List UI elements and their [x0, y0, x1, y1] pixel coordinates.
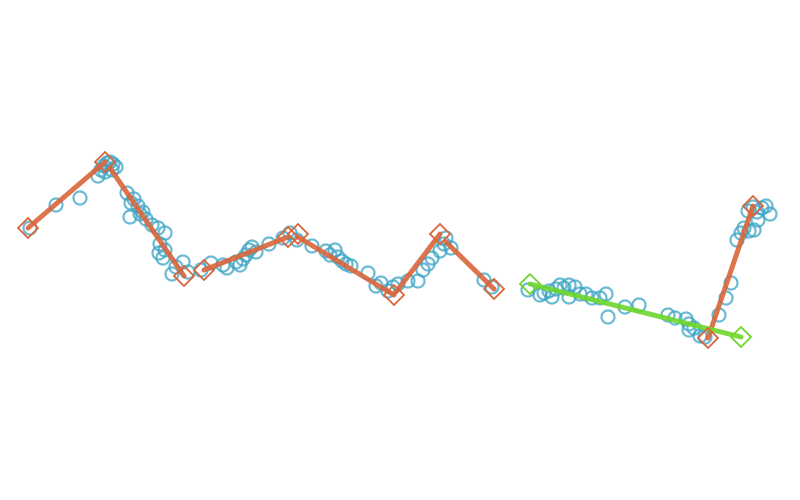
fit-segment-primary [295, 234, 397, 298]
data-point [600, 309, 616, 325]
data-point [746, 222, 762, 238]
breakpoint-marker-primary [482, 277, 506, 301]
data-point [122, 209, 138, 225]
data-point [304, 238, 320, 254]
data-points [22, 154, 778, 345]
fit-primary [25, 159, 756, 341]
data-point [443, 240, 459, 256]
breakpoint-marker-secondary [518, 272, 542, 296]
data-point [598, 286, 614, 302]
data-point [758, 198, 774, 214]
fit-segment-secondary [527, 281, 744, 340]
data-point [72, 190, 88, 206]
breakpoint-marker-primary [276, 225, 300, 249]
breakpoint-marker-primary [286, 222, 310, 246]
fit-segment-primary [705, 203, 756, 341]
data-point [104, 162, 120, 178]
breakpoint-marker-primary [93, 150, 117, 174]
data-point [48, 197, 64, 213]
fit-segment-primary [25, 159, 108, 231]
fit-segment-primary [201, 234, 291, 273]
fit-segment-primary [443, 239, 497, 292]
breakpoint-marker-primary [696, 326, 720, 350]
breakpoint-marker-primary [172, 264, 196, 288]
data-point [762, 206, 778, 222]
breakpoint-marker-primary [428, 222, 452, 246]
fit-secondary [527, 281, 744, 340]
breakpoint-marker-primary [382, 283, 406, 307]
data-point [22, 220, 38, 236]
breakpoint-marker-secondary [729, 325, 753, 349]
breakpoint-markers [16, 150, 765, 350]
breakpoint-marker-primary [192, 258, 216, 282]
fit-segment-primary [393, 231, 443, 295]
data-point [750, 212, 766, 228]
breakpoint-marker-primary [16, 216, 40, 240]
fit-segment-primary [107, 165, 187, 279]
breakpoint-marker-primary [741, 194, 765, 218]
